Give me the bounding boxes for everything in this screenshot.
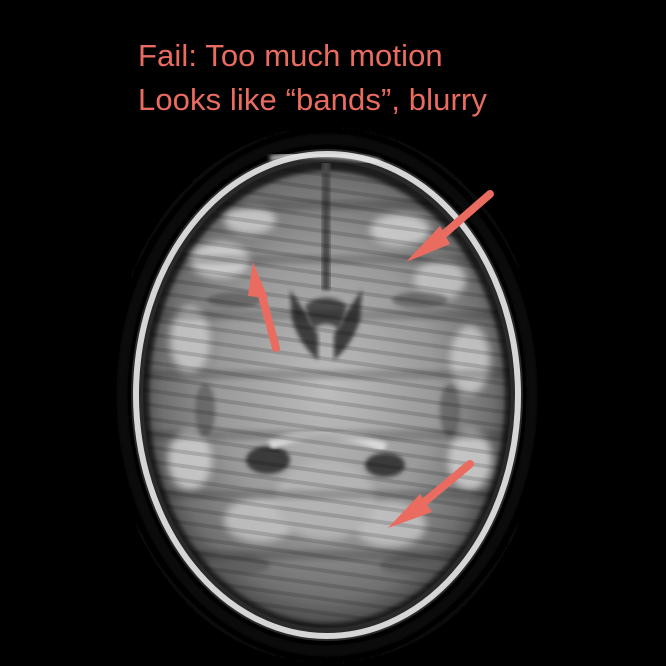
- caption-line-1: Fail: Too much motion: [138, 38, 443, 73]
- ghost-ring-outer: [106, 124, 548, 666]
- annotation-caption: Fail: Too much motion Looks like “bands”…: [138, 34, 658, 122]
- caption-line-2: Looks like “bands”, blurry: [138, 82, 487, 117]
- ghost-ring: [119, 136, 535, 654]
